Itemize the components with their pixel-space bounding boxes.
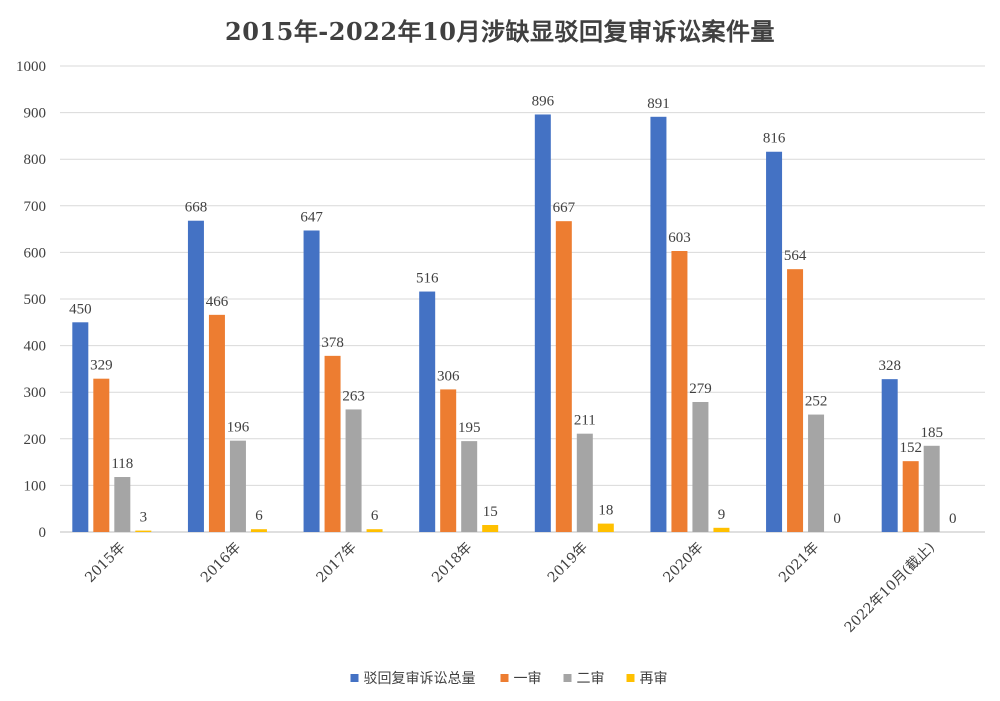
data-label: 667	[553, 200, 576, 216]
data-label: 195	[458, 420, 481, 436]
data-label: 6	[371, 508, 379, 524]
legend-label: 二审	[577, 671, 605, 687]
bar	[555, 221, 572, 533]
data-label: 306	[437, 368, 460, 384]
y-tick-label: 500	[24, 292, 47, 308]
legend-swatch	[500, 674, 509, 682]
bar	[303, 230, 320, 533]
data-label: 378	[321, 335, 344, 351]
y-tick-label: 1000	[16, 59, 46, 75]
x-tick-label: 2019年	[545, 540, 591, 586]
bar	[229, 440, 246, 532]
data-label: 647	[300, 209, 323, 225]
data-label: 516	[416, 271, 439, 287]
bar	[461, 441, 478, 532]
data-label: 450	[69, 301, 92, 317]
y-tick-label: 100	[24, 478, 47, 494]
y-tick-label: 700	[24, 199, 47, 215]
y-tick-label: 900	[24, 106, 47, 122]
legend-swatch	[626, 674, 635, 682]
data-label: 564	[784, 248, 807, 264]
bar	[482, 525, 499, 532]
data-label: 466	[206, 294, 229, 310]
y-tick-label: 300	[24, 385, 47, 401]
data-label: 252	[805, 394, 828, 410]
y-tick-label: 800	[24, 152, 47, 168]
y-tick-label: 400	[24, 339, 47, 355]
x-tick-label: 2016年	[198, 540, 244, 586]
bar	[902, 461, 919, 532]
bar	[208, 314, 225, 532]
data-label: 329	[90, 358, 113, 374]
bar	[534, 114, 551, 533]
bar	[366, 529, 383, 532]
y-tick-label: 200	[24, 432, 47, 448]
bar	[345, 409, 362, 532]
legend-swatch	[563, 674, 572, 682]
bar	[440, 389, 457, 532]
x-tick-label: 2020年	[660, 540, 706, 586]
legend-swatch	[350, 674, 359, 682]
bar	[93, 378, 110, 532]
data-label: 3	[140, 510, 148, 526]
bar	[324, 355, 341, 532]
data-label: 18	[598, 503, 613, 519]
data-label: 6	[255, 508, 263, 524]
data-label: 196	[227, 420, 250, 436]
bar	[650, 116, 667, 532]
legend-label: 再审	[640, 671, 668, 687]
data-label: 0	[833, 511, 841, 527]
x-tick-label: 2021年	[776, 540, 822, 586]
bar	[114, 477, 131, 532]
x-tick-label: 2017年	[313, 540, 359, 586]
data-label: 263	[342, 388, 365, 404]
legend-label: 驳回复审诉讼总量	[364, 670, 476, 687]
data-label: 211	[574, 413, 596, 429]
data-label: 15	[483, 504, 498, 520]
bar	[576, 433, 593, 532]
bar	[766, 151, 783, 532]
data-label: 896	[532, 93, 555, 109]
data-label: 0	[949, 511, 957, 527]
x-tick-label: 2022年10月(截止)	[842, 540, 938, 636]
data-label: 185	[920, 425, 943, 441]
bar	[923, 445, 940, 532]
y-tick-label: 0	[39, 525, 47, 541]
bar	[135, 530, 152, 532]
data-label: 152	[899, 440, 922, 456]
x-tick-label: 2015年	[82, 540, 128, 586]
data-label: 328	[878, 358, 901, 374]
y-tick-label: 600	[24, 245, 47, 261]
bar	[692, 401, 709, 532]
data-label: 603	[668, 230, 691, 246]
chart-title: 2015年-2022年10月涉缺显驳回复审诉讼案件量	[225, 17, 775, 46]
bar	[671, 251, 688, 532]
data-label: 9	[718, 507, 726, 523]
data-label: 891	[647, 96, 670, 112]
data-label: 668	[185, 200, 208, 216]
bar	[787, 269, 804, 532]
data-label: 816	[763, 131, 786, 147]
data-label: 279	[689, 381, 712, 397]
bar	[597, 523, 614, 532]
bar	[187, 220, 204, 532]
legend-label: 一审	[514, 671, 542, 687]
bar	[808, 414, 825, 532]
bar	[881, 379, 898, 532]
bar	[419, 291, 436, 532]
bar	[713, 527, 730, 532]
bar	[250, 529, 267, 532]
bar	[72, 322, 89, 532]
x-tick-label: 2018年	[429, 540, 475, 586]
data-label: 118	[111, 456, 133, 472]
